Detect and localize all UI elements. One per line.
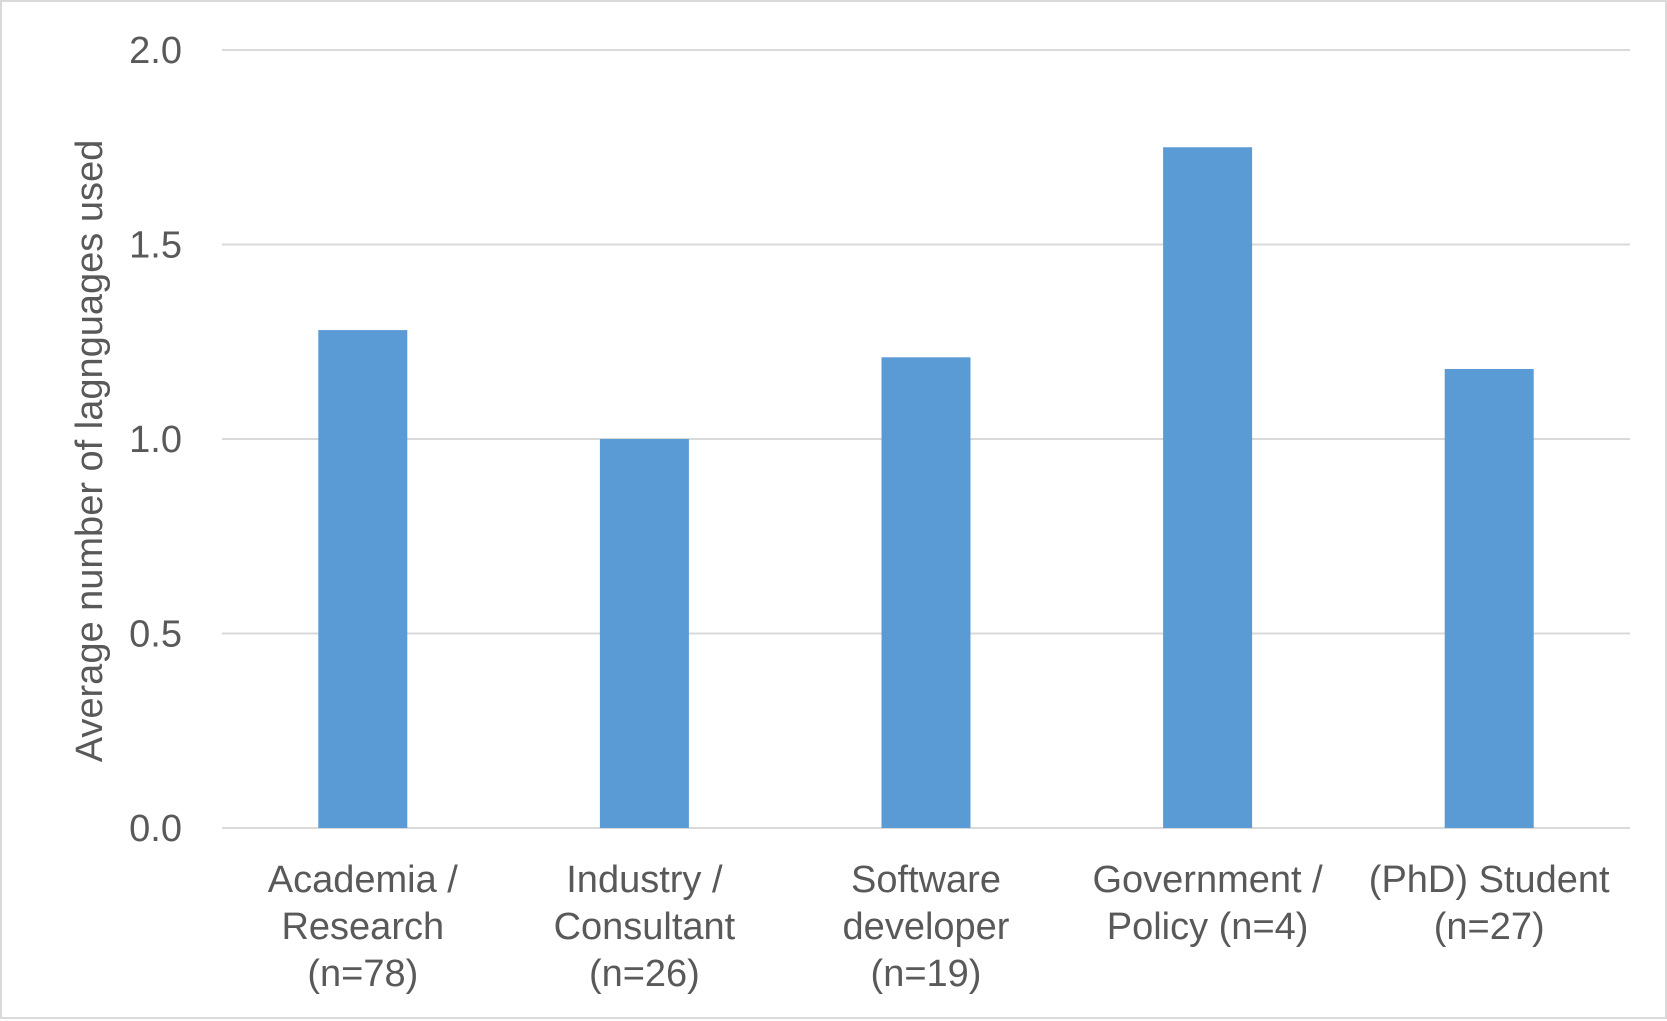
y-tick-label: 0.5 <box>129 614 182 656</box>
y-tick-label: 1.5 <box>129 225 182 267</box>
y-axis-title: Average number of lagnguages used <box>69 140 111 763</box>
y-tick-label: 0.0 <box>129 808 182 850</box>
x-category-label: Software developer (n=19) <box>843 859 1010 995</box>
x-category-label: Industry / Consultant (n=26) <box>554 859 736 995</box>
y-axis-ticks: 0.0 0.5 1.0 1.5 2.0 <box>129 30 182 850</box>
x-axis-categories: Academia / Research (n=78) Industry / Consul… <box>268 859 1610 995</box>
x-category-label: Government / Policy (n=4) <box>1092 859 1323 948</box>
x-category-label: (PhD) Student (n=27) <box>1369 859 1610 948</box>
x-category-label: Academia / Research (n=78) <box>268 859 459 995</box>
bar <box>1444 368 1534 828</box>
bar <box>318 330 408 828</box>
bar <box>599 439 689 828</box>
y-tick-label: 2.0 <box>129 30 182 72</box>
bars <box>318 147 1534 828</box>
y-tick-label: 1.0 <box>129 419 182 461</box>
bar <box>881 357 971 828</box>
bar <box>1163 147 1253 828</box>
